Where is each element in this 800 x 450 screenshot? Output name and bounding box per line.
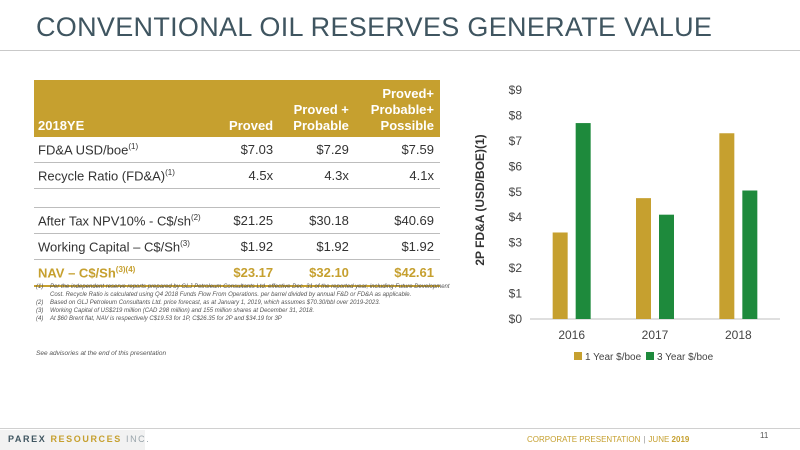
company-logo: PAREX RESOURCES INC. [0,430,149,450]
footer-presentation-label: CORPORATE PRESENTATION | JUNE 2019 [527,435,690,444]
table-header-row: 2018YE Proved Proved + Probable Proved+ Pr… [34,80,440,137]
y-tick-label: $4 [509,210,523,224]
y-tick-label: $1 [509,287,523,301]
table-row: FD&A USD/boe(1) $7.03 $7.29 $7.59 [34,137,440,163]
y-tick-label: $6 [509,159,523,173]
legend-swatch [646,352,654,360]
footnotes: (1) Per the independent reserve reports p… [36,283,456,323]
table-cell: $7.03 [206,137,280,163]
bar-2-2018 [742,190,758,319]
header-proved-probable-possible: Proved+ Probable+ Possible [354,80,440,137]
bar-1-2016 [552,232,568,319]
bar-1-2018 [719,133,735,319]
table-cell: $30.18 [279,207,355,234]
table-cell: $1.92 [354,233,440,260]
y-tick-label: $5 [509,185,523,199]
legend-swatch [574,352,582,360]
legend-label: 1 Year $/boe [585,352,642,363]
table-cell: $7.59 [354,137,440,163]
row-label: Working Capital – C$/Sh(3) [34,233,207,260]
y-tick-label: $3 [509,236,523,250]
table-cell: $1.92 [279,233,355,260]
footnote: (3) Working Capital of US$219 million (CA… [36,308,315,314]
footnote: (2) Based on GLJ Petroleum Consultants Lt… [36,300,381,306]
y-tick-label: $8 [509,108,523,122]
table-cell: 4.3x [279,162,355,189]
table-cell: $21.25 [206,207,280,234]
y-tick-label: $7 [509,134,523,148]
row-label: FD&A USD/boe(1) [34,137,207,163]
table-row: Working Capital – C$/Sh(3) $1.92 $1.92 $… [34,233,440,260]
footer-divider [0,428,800,429]
table-cell: $40.69 [354,207,440,234]
header-proved: Proved [206,80,280,137]
x-tick-label: 2016 [558,328,585,342]
advisory-note: See advisories at the end of this presen… [36,350,167,357]
page-number: 11 [760,431,769,440]
footnote: (4) At $60 Brent flat, NAV is respectivel… [36,316,282,322]
bar-2-2017 [659,214,674,319]
table-row-nav: NAV – C$/Sh(3)(4) $23.17 $32.10 $42.61 [34,259,440,287]
table-cell: $42.61 [354,259,440,287]
row-label: NAV – C$/Sh(3)(4) [34,259,207,287]
header-year: 2018YE [34,80,207,137]
x-tick-label: 2017 [642,328,669,342]
title-divider [0,50,800,51]
bar-1-2017 [636,198,651,319]
header-proved-probable: Proved + Probable [279,80,355,137]
page-title: CONVENTIONAL OIL RESERVES GENERATE VALUE [36,12,713,42]
table-cell: 4.5x [206,162,280,189]
bar-2-2016 [575,123,591,319]
table-row: Recycle Ratio (FD&A)(1) 4.5x 4.3x 4.1x [34,162,440,189]
row-label: After Tax NPV10% - C$/sh(2) [34,207,207,234]
reserves-table: 2018YE Proved Proved + Probable Proved+ Pr… [34,80,440,287]
table-cell: 4.1x [354,162,440,189]
y-tick-label: $9 [509,83,523,97]
table-row: After Tax NPV10% - C$/sh(2) $21.25 $30.1… [34,207,440,234]
x-tick-label: 2018 [725,328,752,342]
table-spacer-row [34,188,440,208]
y-tick-label: $2 [509,261,523,275]
table-cell: $1.92 [206,233,280,260]
table-cell: $23.17 [206,259,280,287]
row-label: Recycle Ratio (FD&A)(1) [34,162,207,189]
fdna-bar-chart: $0 $1 $2 $3 $4 $5 $6 $7 $8 $9 2016 2017 2018 1 Year $… [509,83,780,363]
footnote: (1) Per the independent reserve reports p… [36,284,450,298]
table-cell: $32.10 [279,259,355,287]
legend-label: 3 Year $/boe [657,352,714,363]
table-cell: $7.29 [279,137,355,163]
y-tick-label: $0 [509,312,523,326]
